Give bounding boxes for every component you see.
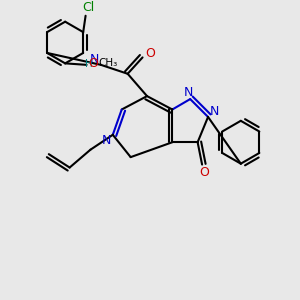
Text: H: H — [85, 59, 92, 69]
Text: N: N — [184, 86, 194, 99]
Text: O: O — [88, 57, 98, 70]
Text: CH₃: CH₃ — [98, 58, 118, 68]
Text: N: N — [90, 53, 99, 66]
Text: O: O — [200, 166, 209, 179]
Text: N: N — [102, 134, 111, 147]
Text: N: N — [210, 105, 219, 118]
Text: O: O — [145, 47, 154, 60]
Text: Cl: Cl — [82, 1, 94, 14]
